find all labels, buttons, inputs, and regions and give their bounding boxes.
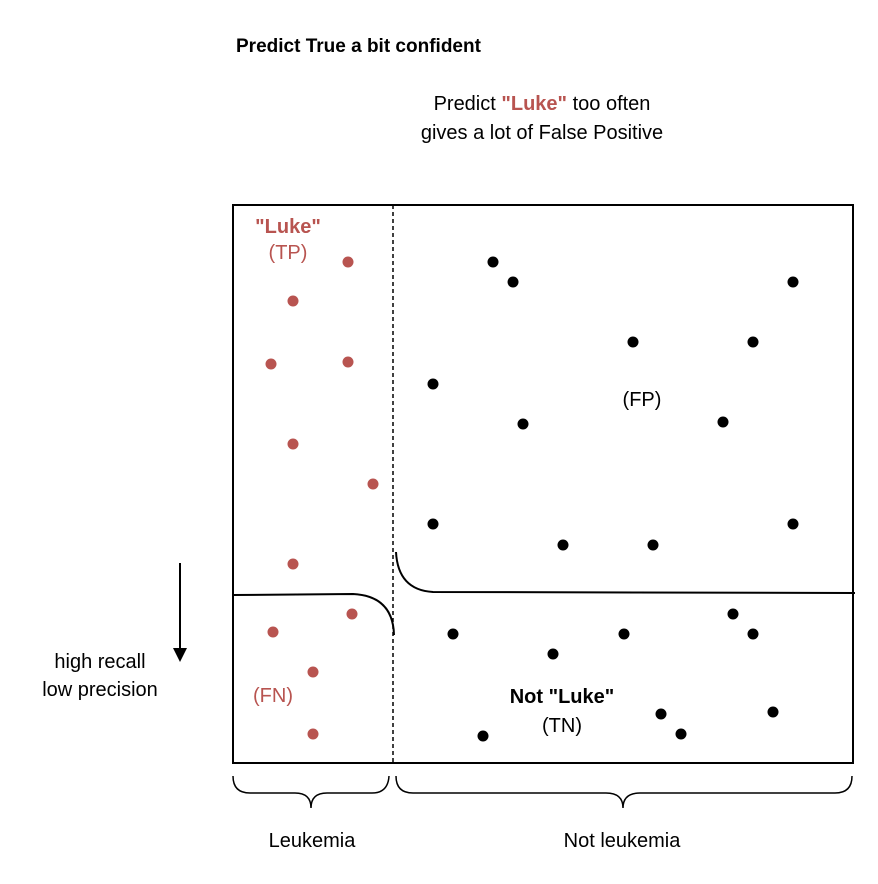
- negative-point: [487, 256, 499, 268]
- positive-point: [342, 356, 354, 368]
- caption: Predict "Luke" too often gives a lot of …: [360, 90, 724, 148]
- negative-point: [427, 378, 439, 390]
- caption-line-2: gives a lot of False Positive: [420, 122, 664, 144]
- negative-point: [447, 628, 459, 640]
- negative-point: [507, 276, 519, 288]
- negative-point: [427, 518, 439, 530]
- positive-point: [287, 558, 299, 570]
- points-layer: [265, 256, 799, 742]
- tn-label: Not "Luke" (TN): [480, 683, 644, 741]
- positive-point: [307, 728, 319, 740]
- tp-abbr: (TP): [268, 242, 308, 264]
- side-note-line-1: high recall: [54, 651, 146, 673]
- tp-name: "Luke": [255, 216, 321, 238]
- negative-point: [517, 418, 529, 430]
- positive-point: [287, 438, 299, 450]
- positive-point: [287, 295, 299, 307]
- negative-point: [747, 336, 759, 348]
- caption-line-1: Predict "Luke" too often: [360, 90, 724, 119]
- tn-name: Not "Luke": [509, 686, 615, 708]
- outer-box: [232, 204, 854, 764]
- negative-point: [717, 416, 729, 428]
- negative-point: [647, 539, 659, 551]
- fn-label: (FN): [253, 685, 293, 707]
- negative-point: [747, 628, 759, 640]
- arrow-head: [173, 648, 187, 662]
- fp-label: (FP): [622, 389, 662, 411]
- positive-point: [265, 358, 277, 370]
- negative-point: [618, 628, 630, 640]
- negative-point: [727, 608, 739, 620]
- positive-point: [342, 256, 354, 268]
- positive-point: [267, 626, 279, 638]
- group-label-not-leukemia: Not leukemia: [563, 830, 681, 852]
- positive-point: [307, 666, 319, 678]
- brace-not-leukemia: [395, 775, 853, 809]
- positive-point: [367, 478, 379, 490]
- group-label-leukemia: Leukemia: [268, 830, 356, 852]
- positive-point: [346, 608, 358, 620]
- tp-label: "Luke" (TP): [243, 214, 333, 266]
- fn-boundary: [232, 592, 395, 636]
- caption-prefix: Predict: [433, 93, 502, 115]
- side-note: high recall low precision: [20, 648, 180, 704]
- brace-leukemia: [232, 775, 390, 809]
- caption-highlight: "Luke": [501, 93, 568, 115]
- negative-point: [627, 336, 639, 348]
- negative-point: [557, 539, 569, 551]
- negative-point: [655, 708, 667, 720]
- negative-point: [547, 648, 559, 660]
- negative-point: [787, 518, 799, 530]
- negative-point: [675, 728, 687, 740]
- negative-point: [787, 276, 799, 288]
- negative-point: [477, 730, 489, 742]
- diagram-title: Predict True a bit confident: [236, 36, 481, 57]
- negative-point: [767, 706, 779, 718]
- fp-boundary: [395, 551, 856, 594]
- side-note-line-2: low precision: [42, 679, 158, 701]
- tn-abbr: (TN): [542, 715, 582, 737]
- caption-suffix: too often: [567, 93, 651, 115]
